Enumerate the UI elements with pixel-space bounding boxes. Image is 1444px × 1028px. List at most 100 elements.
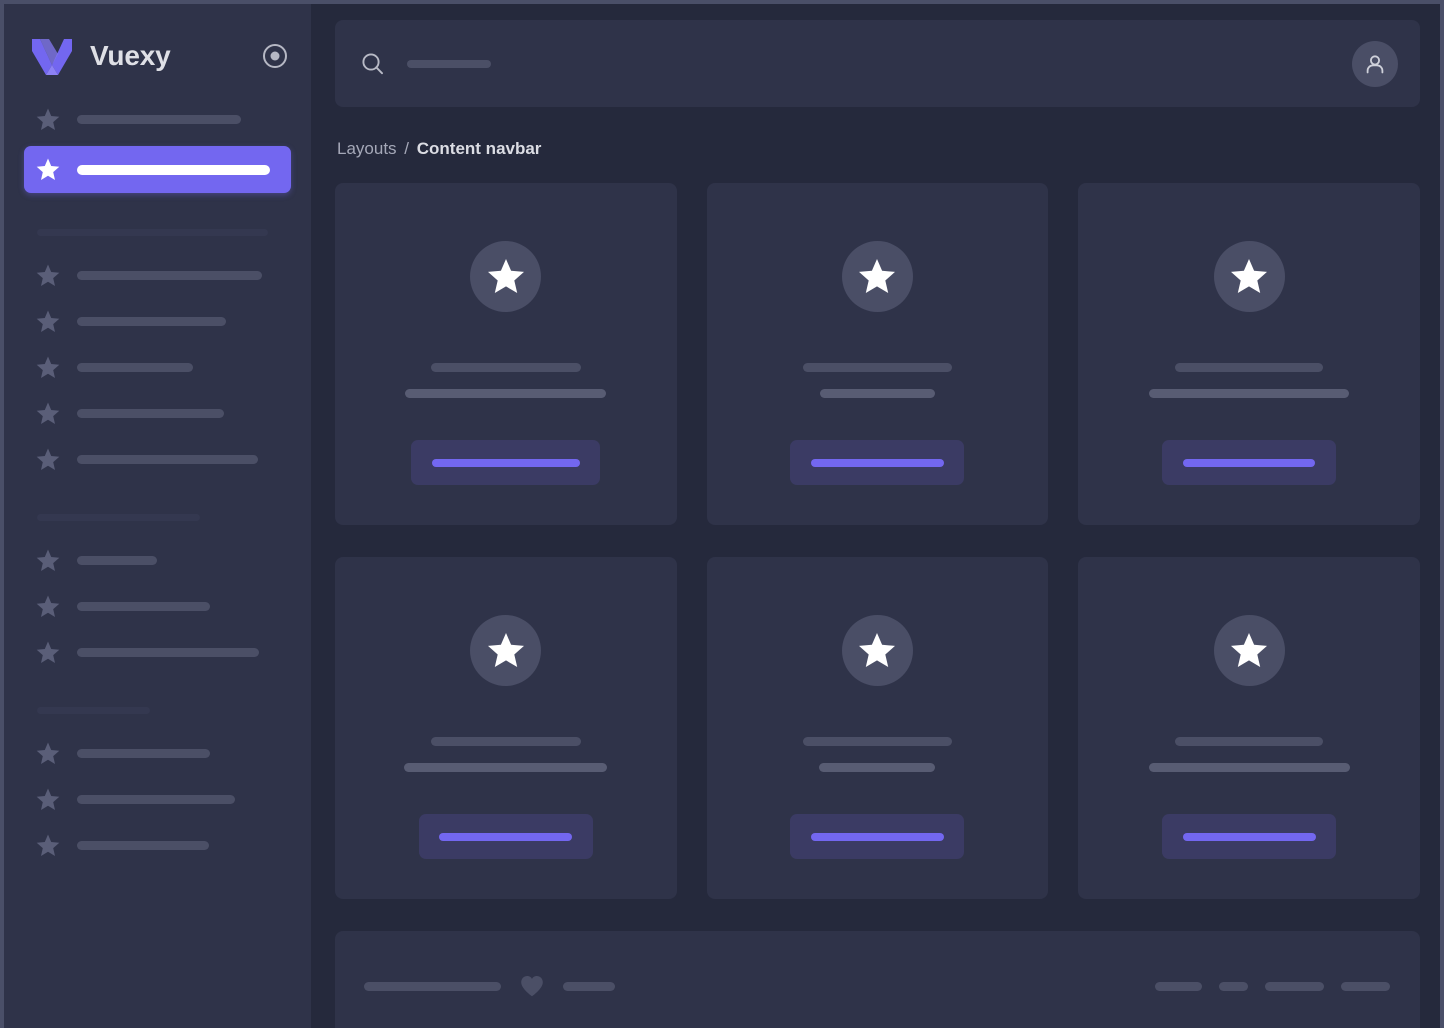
content-card[interactable] — [335, 557, 677, 899]
footer-left-group — [364, 975, 615, 997]
sidebar-item[interactable] — [24, 394, 291, 432]
content-card[interactable] — [1078, 557, 1420, 899]
content-card[interactable] — [1078, 183, 1420, 525]
card-text-skeleton — [707, 737, 1049, 772]
card-avatar — [841, 615, 913, 686]
card-text-skeleton — [1078, 737, 1420, 772]
card-title-skeleton — [1175, 363, 1324, 372]
card-button-label-skeleton — [439, 832, 573, 841]
star-icon — [36, 641, 60, 664]
card-subtitle-skeleton — [405, 389, 607, 398]
footer-link-skeleton[interactable] — [1265, 981, 1324, 991]
card-subtitle-skeleton — [819, 763, 936, 772]
card-button-label-skeleton — [1183, 458, 1316, 467]
brand-name: Vuexy — [90, 40, 171, 71]
nav-group — [4, 229, 311, 478]
star-icon — [36, 448, 60, 471]
card-subtitle-skeleton — [1148, 763, 1350, 772]
breadcrumb: Layouts / Content navbar — [337, 140, 1420, 157]
card-avatar — [470, 615, 542, 686]
footer-right-group — [1155, 981, 1390, 991]
footer-text-skeleton — [364, 981, 501, 991]
sidebar-item-label-skeleton — [77, 647, 259, 657]
card-grid — [335, 183, 1420, 899]
footer-text-skeleton — [563, 981, 615, 991]
sidebar-item-label-skeleton — [77, 408, 224, 418]
star-icon — [36, 834, 60, 857]
star-icon — [36, 402, 60, 425]
search-input[interactable] — [407, 59, 491, 68]
breadcrumb-current: Content navbar — [416, 139, 542, 158]
sidebar-item-label-skeleton — [77, 164, 270, 175]
user-avatar-icon[interactable] — [1352, 40, 1398, 87]
sidebar-item-label-skeleton — [77, 316, 226, 326]
card-avatar — [841, 241, 913, 312]
card-text-skeleton — [335, 363, 677, 398]
card-action-button[interactable] — [418, 814, 593, 859]
card-text-skeleton — [707, 363, 1049, 398]
card-title-skeleton — [802, 737, 952, 746]
card-subtitle-skeleton — [1149, 389, 1350, 398]
footer-link-skeleton[interactable] — [1341, 981, 1390, 991]
card-button-label-skeleton — [1182, 832, 1316, 841]
card-text-skeleton — [1078, 363, 1420, 398]
star-icon — [36, 549, 60, 572]
star-icon — [36, 158, 60, 181]
card-avatar — [470, 241, 542, 312]
card-action-button[interactable] — [790, 440, 965, 485]
content-area: Layouts / Content navbar — [311, 4, 1440, 1028]
nav-group — [4, 707, 311, 864]
card-action-button[interactable] — [1162, 440, 1337, 485]
sidebar-item[interactable] — [24, 780, 291, 818]
sidebar-item-label-skeleton — [77, 748, 210, 758]
star-icon — [36, 788, 60, 811]
star-icon — [36, 264, 60, 287]
nav-group-header-skeleton — [37, 514, 200, 521]
sidebar-item[interactable] — [24, 587, 291, 625]
card-button-label-skeleton — [810, 832, 944, 841]
card-button-label-skeleton — [810, 458, 944, 467]
sidebar-item[interactable] — [24, 348, 291, 386]
content-navbar — [335, 20, 1420, 107]
card-action-button[interactable] — [411, 440, 601, 485]
star-icon — [36, 356, 60, 379]
card-title-skeleton — [802, 363, 952, 372]
sidebar-item-label-skeleton — [77, 362, 193, 372]
sidebar-item[interactable] — [24, 302, 291, 340]
breadcrumb-parent[interactable]: Layouts — [337, 139, 397, 158]
content-card[interactable] — [706, 183, 1049, 525]
content-card[interactable] — [706, 557, 1049, 899]
sidebar-item-label-skeleton — [77, 601, 210, 611]
search-icon[interactable] — [361, 52, 384, 75]
footer-link-skeleton[interactable] — [1219, 981, 1248, 991]
card-action-button[interactable] — [790, 814, 965, 859]
card-avatar — [1213, 615, 1285, 686]
sidebar-item-label-skeleton — [77, 840, 209, 850]
card-subtitle-skeleton — [404, 763, 608, 772]
star-icon — [36, 742, 60, 765]
card-title-skeleton — [1175, 737, 1324, 746]
footer-link-skeleton[interactable] — [1155, 981, 1202, 991]
vuexy-v-logo-icon — [32, 37, 72, 75]
footer-panel — [335, 931, 1420, 1028]
star-icon — [36, 595, 60, 618]
nav-group — [4, 514, 311, 671]
sidebar-item[interactable] — [24, 440, 291, 478]
nav-group-header-skeleton — [37, 229, 268, 236]
sidebar-item-label-skeleton — [77, 555, 157, 565]
sidebar-item[interactable] — [24, 256, 291, 294]
breadcrumb-separator: / — [404, 139, 410, 158]
sidebar-item[interactable] — [24, 100, 291, 138]
sidebar-item[interactable] — [24, 826, 291, 864]
heart-icon[interactable] — [520, 975, 544, 997]
sidebar-item-active[interactable] — [24, 146, 291, 193]
sidebar-item[interactable] — [24, 633, 291, 671]
content-card[interactable] — [335, 183, 677, 525]
radio-circle-dot-icon[interactable] — [263, 44, 287, 68]
sidebar-item-label-skeleton — [77, 454, 258, 464]
sidebar-item[interactable] — [24, 541, 291, 579]
card-title-skeleton — [430, 737, 581, 746]
card-title-skeleton — [430, 363, 581, 372]
sidebar-item[interactable] — [24, 734, 291, 772]
card-action-button[interactable] — [1162, 814, 1337, 859]
